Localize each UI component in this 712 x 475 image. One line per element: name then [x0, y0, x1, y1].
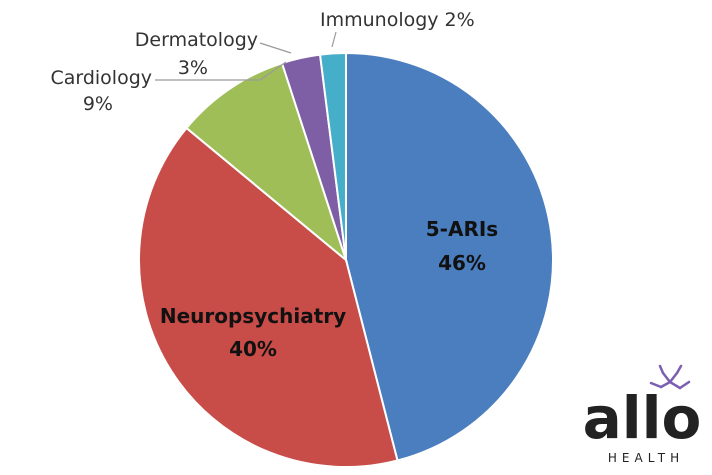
pie-slice-5-aris	[345, 51, 554, 462]
logo-subtext: HEALTH	[608, 451, 684, 465]
slice-label-dermatology: Dermatology	[135, 29, 258, 51]
pie-slice-immunology	[318, 51, 347, 261]
pie-slice-neuropsychiatry	[138, 126, 399, 468]
slice-value-5aris: 46%	[438, 251, 486, 275]
logo-wordmark: allo	[583, 384, 702, 452]
allo-health-logo: allo HEALTH	[583, 364, 702, 465]
pie-slices-group	[138, 51, 554, 468]
slice-label-immunology-name: Immunology	[320, 9, 439, 31]
slice-value-dermatology: 3%	[178, 57, 208, 79]
leader-line-immunology	[331, 31, 337, 48]
slice-label-5aris: 5-ARIs	[426, 217, 498, 241]
slice-value-neuropsychiatry: 40%	[229, 337, 277, 361]
pie-labels-group: 5-ARIs 46% Neuropsychiatry 40% Cardiolog…	[50, 9, 498, 361]
slice-label-neuropsychiatry: Neuropsychiatry	[160, 304, 346, 328]
leader-line-dermatology	[259, 42, 292, 54]
slice-label-immunology: Immunology 2%	[320, 9, 475, 31]
slice-value-cardiology: 9%	[83, 93, 113, 115]
slice-label-cardiology: Cardiology	[50, 67, 152, 89]
slice-value-immunology: 2%	[445, 9, 475, 31]
molecule-icon	[649, 364, 691, 390]
leader-line-cardiology	[155, 61, 287, 81]
pie-slice-cardiology	[185, 61, 349, 263]
